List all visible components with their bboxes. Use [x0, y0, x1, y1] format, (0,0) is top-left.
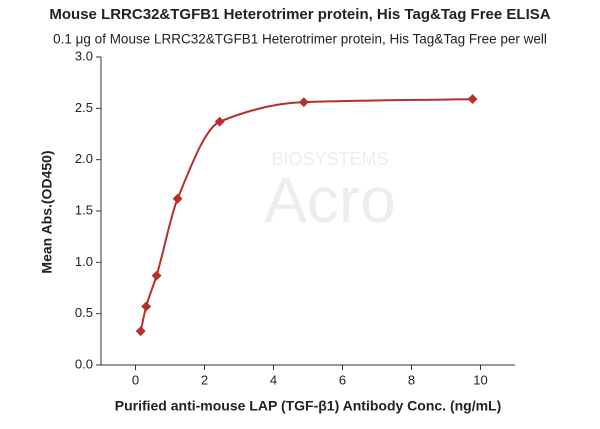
y-axis-title: Mean Abs.(OD450): [39, 150, 55, 273]
x-tick-label: 10: [473, 372, 487, 387]
x-tick-label: 2: [201, 372, 208, 387]
y-tick-label: 2.5: [75, 100, 93, 115]
data-point: [141, 301, 152, 312]
data-point: [151, 270, 162, 281]
x-tick-label: 8: [408, 372, 415, 387]
data-point: [135, 326, 146, 337]
y-tick-label: 1.0: [75, 254, 93, 269]
y-tick-label: 0.5: [75, 305, 93, 320]
data-point: [172, 193, 183, 204]
chart-title: Mouse LRRC32&TGFB1 Heterotrimer protein,…: [49, 6, 550, 23]
x-tick-label: 6: [339, 372, 346, 387]
y-tick-label: 0.0: [75, 356, 93, 371]
y-tick-label: 2.0: [75, 151, 93, 166]
data-point: [214, 116, 225, 127]
x-tick-label: 0: [132, 372, 139, 387]
y-tick-label: 1.5: [75, 202, 93, 217]
watermark-sub: BIOSYSTEMS: [271, 149, 388, 169]
chart-subtitle: 0.1 μg of Mouse LRRC32&TGFB1 Heterotrime…: [53, 32, 547, 47]
watermark: Acro: [264, 164, 396, 236]
y-tick-label: 3.0: [75, 48, 93, 63]
data-point: [467, 94, 478, 105]
x-axis-title: Purified anti-mouse LAP (TGF-β1) Antibod…: [115, 398, 502, 414]
x-tick-label: 4: [270, 372, 277, 387]
data-point: [298, 97, 309, 108]
